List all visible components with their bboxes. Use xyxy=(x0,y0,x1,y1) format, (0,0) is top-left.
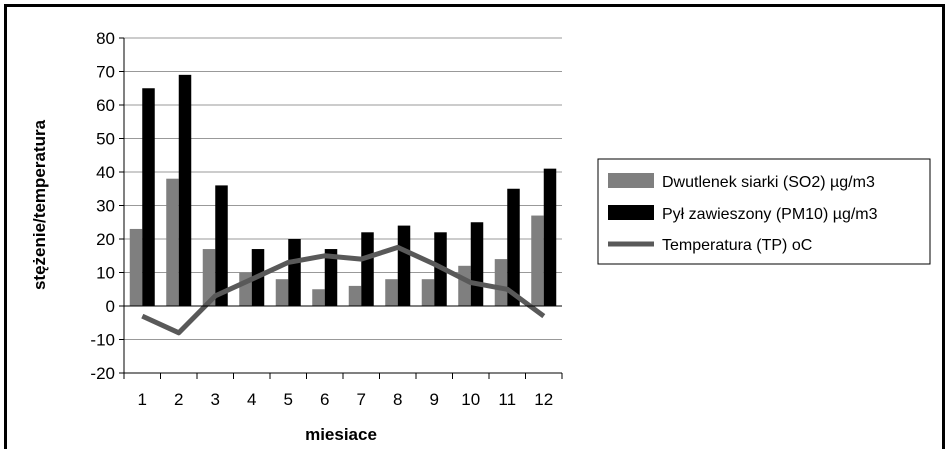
x-tick-label-7: 7 xyxy=(357,390,366,409)
y-tick-labels: -20 -10 0 10 20 30 40 50 60 70 80 xyxy=(90,29,115,383)
y-tick-label-60: 60 xyxy=(96,96,115,115)
bar-so2-8 xyxy=(385,279,398,306)
x-tick-label-4: 4 xyxy=(247,390,256,409)
bar-so2-3 xyxy=(202,249,216,306)
bar-so2-12 xyxy=(531,215,544,306)
y-tick-label-10: 10 xyxy=(96,264,115,283)
legend-swatch-pm10 xyxy=(608,205,654,220)
y-tick-label--10: -10 xyxy=(90,331,115,350)
bar-so2-9 xyxy=(421,279,435,306)
x-tick-label-11: 11 xyxy=(498,390,516,409)
bar-so2-10 xyxy=(458,265,471,306)
bars xyxy=(129,74,557,306)
legend: Dwutlenek siarki (SO2) µg/m3 Pył zawiesz… xyxy=(597,158,931,265)
y-tick-label-0: 0 xyxy=(106,297,115,316)
x-tick-label-3: 3 xyxy=(211,390,220,409)
x-tick-label-5: 5 xyxy=(284,390,293,409)
temperature-line-path xyxy=(141,244,546,336)
y-tick-label-70: 70 xyxy=(96,63,115,82)
y-tick-label-20: 20 xyxy=(96,230,115,249)
y-tick-label-30: 30 xyxy=(96,197,115,216)
y-tick-label--20: -20 xyxy=(90,364,115,383)
temperature-line xyxy=(141,244,546,336)
legend-swatch-so2 xyxy=(608,173,654,188)
legend-label-temperature: Temperatura (TP) oC xyxy=(662,237,812,254)
y-tick-label-50: 50 xyxy=(96,130,115,149)
legend-label-so2: Dwutlenek siarki (SO2) µg/m3 xyxy=(662,174,875,191)
legend-label-pm10: Pył zawieszony (PM10) µg/m3 xyxy=(662,206,878,223)
x-tick-label-12: 12 xyxy=(534,390,553,409)
bar-pm10-11 xyxy=(507,188,520,306)
x-tick-labels: 1 2 3 4 5 6 7 8 9 10 11 12 xyxy=(138,390,554,409)
x-tick-label-9: 9 xyxy=(430,390,439,409)
axes xyxy=(123,38,563,379)
bar-so2-2 xyxy=(166,178,179,306)
bar-so2-1 xyxy=(129,228,143,306)
x-axis-title: miesiace xyxy=(305,425,377,444)
x-tick-label-6: 6 xyxy=(320,390,329,409)
bar-so2-5 xyxy=(275,279,289,306)
bar-pm10-1 xyxy=(142,88,155,306)
bar-pm10-5 xyxy=(288,239,301,306)
x-tick-label-8: 8 xyxy=(393,390,402,409)
bar-pm10-12 xyxy=(543,168,557,306)
bar-so2-7 xyxy=(348,285,362,306)
bar-pm10-10 xyxy=(470,222,484,306)
x-tick-label-10: 10 xyxy=(461,390,480,409)
x-tick-label-2: 2 xyxy=(174,390,183,409)
bar-pm10-7 xyxy=(361,232,374,306)
bar-pm10-2 xyxy=(178,74,192,306)
bar-so2-6 xyxy=(312,289,325,306)
bar-so2-11 xyxy=(494,259,508,306)
y-tick-label-40: 40 xyxy=(96,163,115,182)
y-tick-label-80: 80 xyxy=(96,29,115,48)
x-tick-label-1: 1 xyxy=(138,390,147,409)
y-axis-title: stężenie/temperatura xyxy=(30,119,49,290)
bar-pm10-8 xyxy=(397,225,411,306)
bar-pm10-6 xyxy=(324,249,338,306)
bar-pm10-3 xyxy=(215,185,228,306)
